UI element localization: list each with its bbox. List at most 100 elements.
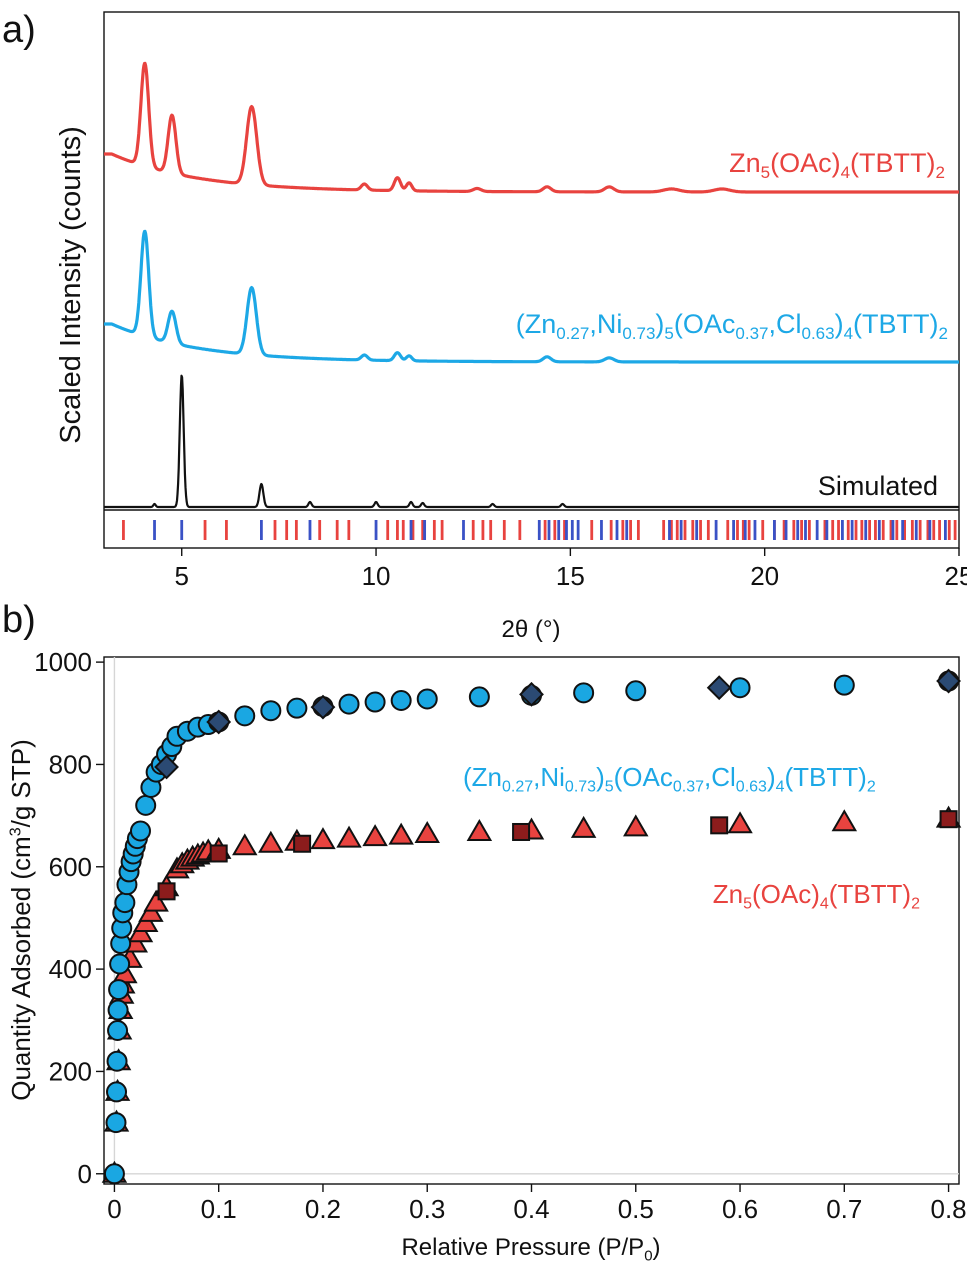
axis-label-part: )	[653, 1234, 661, 1261]
isotherm-label-blue-part: (Zn	[463, 762, 502, 792]
xrd-x-tick-label: 25	[945, 561, 967, 591]
xrd-series-label-part: )	[655, 309, 664, 339]
xrd-x-ticks: 5 10 15 20 25	[174, 548, 967, 591]
isotherm-x-tick-label: 0.2	[305, 1194, 341, 1224]
isotherm-point-circle	[390, 689, 412, 711]
isotherm-x-tick-label: 0.1	[201, 1194, 237, 1224]
xrd-reflection-ticks	[122, 520, 957, 540]
isotherm-point-triangle	[362, 824, 388, 847]
isotherm-label-red-part: 2	[911, 896, 920, 913]
xrd-series-labels: Zn5(OAc)4(TBTT)2(Zn0.27,Ni0.73)5(OAc0.37…	[516, 148, 948, 501]
isotherm-label-blue-part: ,Cl	[704, 762, 736, 792]
isotherm-label-blue-part: (OAc	[614, 762, 673, 792]
isotherm-point-triangle	[143, 889, 169, 912]
xrd-series-label-part: 0.37	[735, 324, 768, 343]
xrd-series-label-part: 4	[841, 163, 850, 182]
isotherm-point-square	[293, 834, 312, 853]
isotherm-x-tick-label: 0.5	[618, 1194, 654, 1224]
axis-label-part: 3	[8, 827, 25, 836]
xrd-series-label: Simulated	[818, 471, 938, 501]
xrd-series-label-part: )	[835, 309, 844, 339]
isotherm-point-triangle	[466, 818, 493, 841]
isotherm-point-diamond	[154, 754, 179, 780]
isotherm-point-circle	[103, 1163, 125, 1185]
isotherm-label-blue-part: )	[767, 762, 776, 792]
axis-label-part: Relative Pressure (P/P	[401, 1234, 644, 1261]
xrd-series-label-part: (Zn	[516, 309, 557, 339]
isotherm-x-tick-label: 0.6	[722, 1194, 758, 1224]
xrd-series-label-part: (TBTT)	[853, 309, 938, 339]
xrd-x-tick-label: 15	[556, 561, 585, 591]
isotherm-point-circle	[468, 686, 490, 708]
isotherm-point-circle	[109, 953, 131, 975]
isotherm-point-circle	[286, 697, 308, 719]
isotherm-label-blue-part: 0.63	[736, 779, 767, 796]
isotherm-label-blue-part: 0.27	[502, 779, 533, 796]
isotherm-point-square	[209, 844, 228, 863]
isotherm-point-triangle	[570, 815, 597, 838]
axis-label-part: Quantity Adsorbed (cm	[6, 836, 36, 1100]
isotherm-label-blue-part: )	[596, 762, 605, 792]
xrd-series-label-part: (OAc)	[770, 148, 841, 178]
isotherm-label-blue-part: 0.37	[673, 779, 704, 796]
isotherm-point-circle	[107, 1020, 129, 1042]
isotherm-label-red-part: Zn	[713, 879, 743, 909]
isotherm-series-labels: (Zn0.27,Ni0.73)5(OAc0.37,Cl0.63)4(TBTT)2…	[463, 762, 920, 913]
isotherm-x-tick-label: 0.3	[409, 1194, 445, 1224]
isotherm-chart: 0 0.1 0.2 0.3 0.4 0.5 0.6 0.7 0.8 0 200 400 600 800 10…	[6, 647, 967, 1264]
panel-a-label: a)	[2, 9, 36, 51]
xrd-x-tick-label: 10	[362, 561, 391, 591]
isotherm-label-red-part: 5	[743, 896, 752, 913]
isotherm-point-circle	[107, 999, 129, 1021]
isotherm-point-circle	[729, 677, 751, 699]
isotherm-label-red-part: (TBTT)	[829, 879, 911, 909]
panel-b-label: b)	[2, 599, 36, 641]
isotherm-point-circle	[135, 794, 157, 816]
isotherm-y-tick-label: 400	[49, 954, 92, 984]
xrd-series-label-part: Zn	[729, 148, 761, 178]
isotherm-y-tick-label: 1000	[34, 647, 92, 677]
xrd-plot-frame	[103, 11, 960, 549]
isotherm-point-diamond	[310, 694, 336, 720]
xrd-chart: 5 10 15 20 25 Zn5(OAc)4(TBTT)2(Zn0.27,Ni0.73…	[55, 11, 967, 643]
isotherm-point-triangle	[258, 830, 284, 853]
xrd-series-label-part: 2	[936, 163, 945, 182]
isotherm-point-circle	[364, 691, 386, 713]
xrd-x-axis-label: 2θ (°)	[502, 616, 561, 643]
isotherm-point-square	[157, 882, 176, 901]
xrd-series-label-part: 4	[844, 324, 853, 343]
isotherm-points	[101, 668, 962, 1185]
isotherm-point-triangle	[232, 833, 258, 856]
isotherm-y-tick-label: 0	[78, 1159, 92, 1189]
isotherm-point-circle	[338, 693, 360, 715]
isotherm-point-triangle	[831, 809, 858, 832]
isotherm-axes: 0 0.1 0.2 0.3 0.4 0.5 0.6 0.7 0.8 0 200 400 600 800 10…	[34, 647, 966, 1224]
xrd-series-label-part: Simulated	[818, 471, 938, 501]
isotherm-point-square	[710, 816, 729, 835]
isotherm-label-blue: (Zn0.27,Ni0.73)5(OAc0.37,Cl0.63)4(TBTT)2	[463, 762, 876, 796]
isotherm-label-blue-part: 2	[867, 779, 876, 796]
xrd-series-label-part: ,Cl	[768, 309, 801, 339]
isotherm-point-circle	[129, 820, 151, 842]
xrd-series-label-part: 0.63	[801, 324, 834, 343]
isotherm-zero-guides	[104, 657, 959, 1184]
xrd-x-tick-label: 20	[750, 561, 779, 591]
xrd-series-label-part: 2	[939, 324, 948, 343]
xrd-series-label-part: ,Ni	[589, 309, 622, 339]
isotherm-point-square	[512, 822, 531, 841]
xrd-series-label: (Zn0.27,Ni0.73)5(OAc0.37,Cl0.63)4(TBTT)2	[516, 309, 948, 343]
isotherm-point-triangle	[414, 821, 440, 844]
isotherm-x-axis-label: Relative Pressure (P/P0)	[401, 1234, 660, 1264]
isotherm-point-circle	[573, 682, 595, 704]
xrd-series-label-part: 0.27	[556, 324, 589, 343]
xrd-y-axis-label: Scaled Intensity (counts)	[55, 126, 87, 444]
isotherm-label-blue-part: 4	[776, 779, 785, 796]
isotherm-point-diamond	[519, 681, 544, 707]
isotherm-point-circle	[833, 674, 855, 696]
isotherm-label-red-part: 4	[820, 896, 829, 913]
isotherm-point-triangle	[727, 811, 753, 834]
isotherm-x-tick-label: 0.8	[930, 1194, 966, 1224]
isotherm-x-tick-label: 0.4	[513, 1194, 549, 1224]
isotherm-label-blue-part: ,Ni	[533, 762, 565, 792]
